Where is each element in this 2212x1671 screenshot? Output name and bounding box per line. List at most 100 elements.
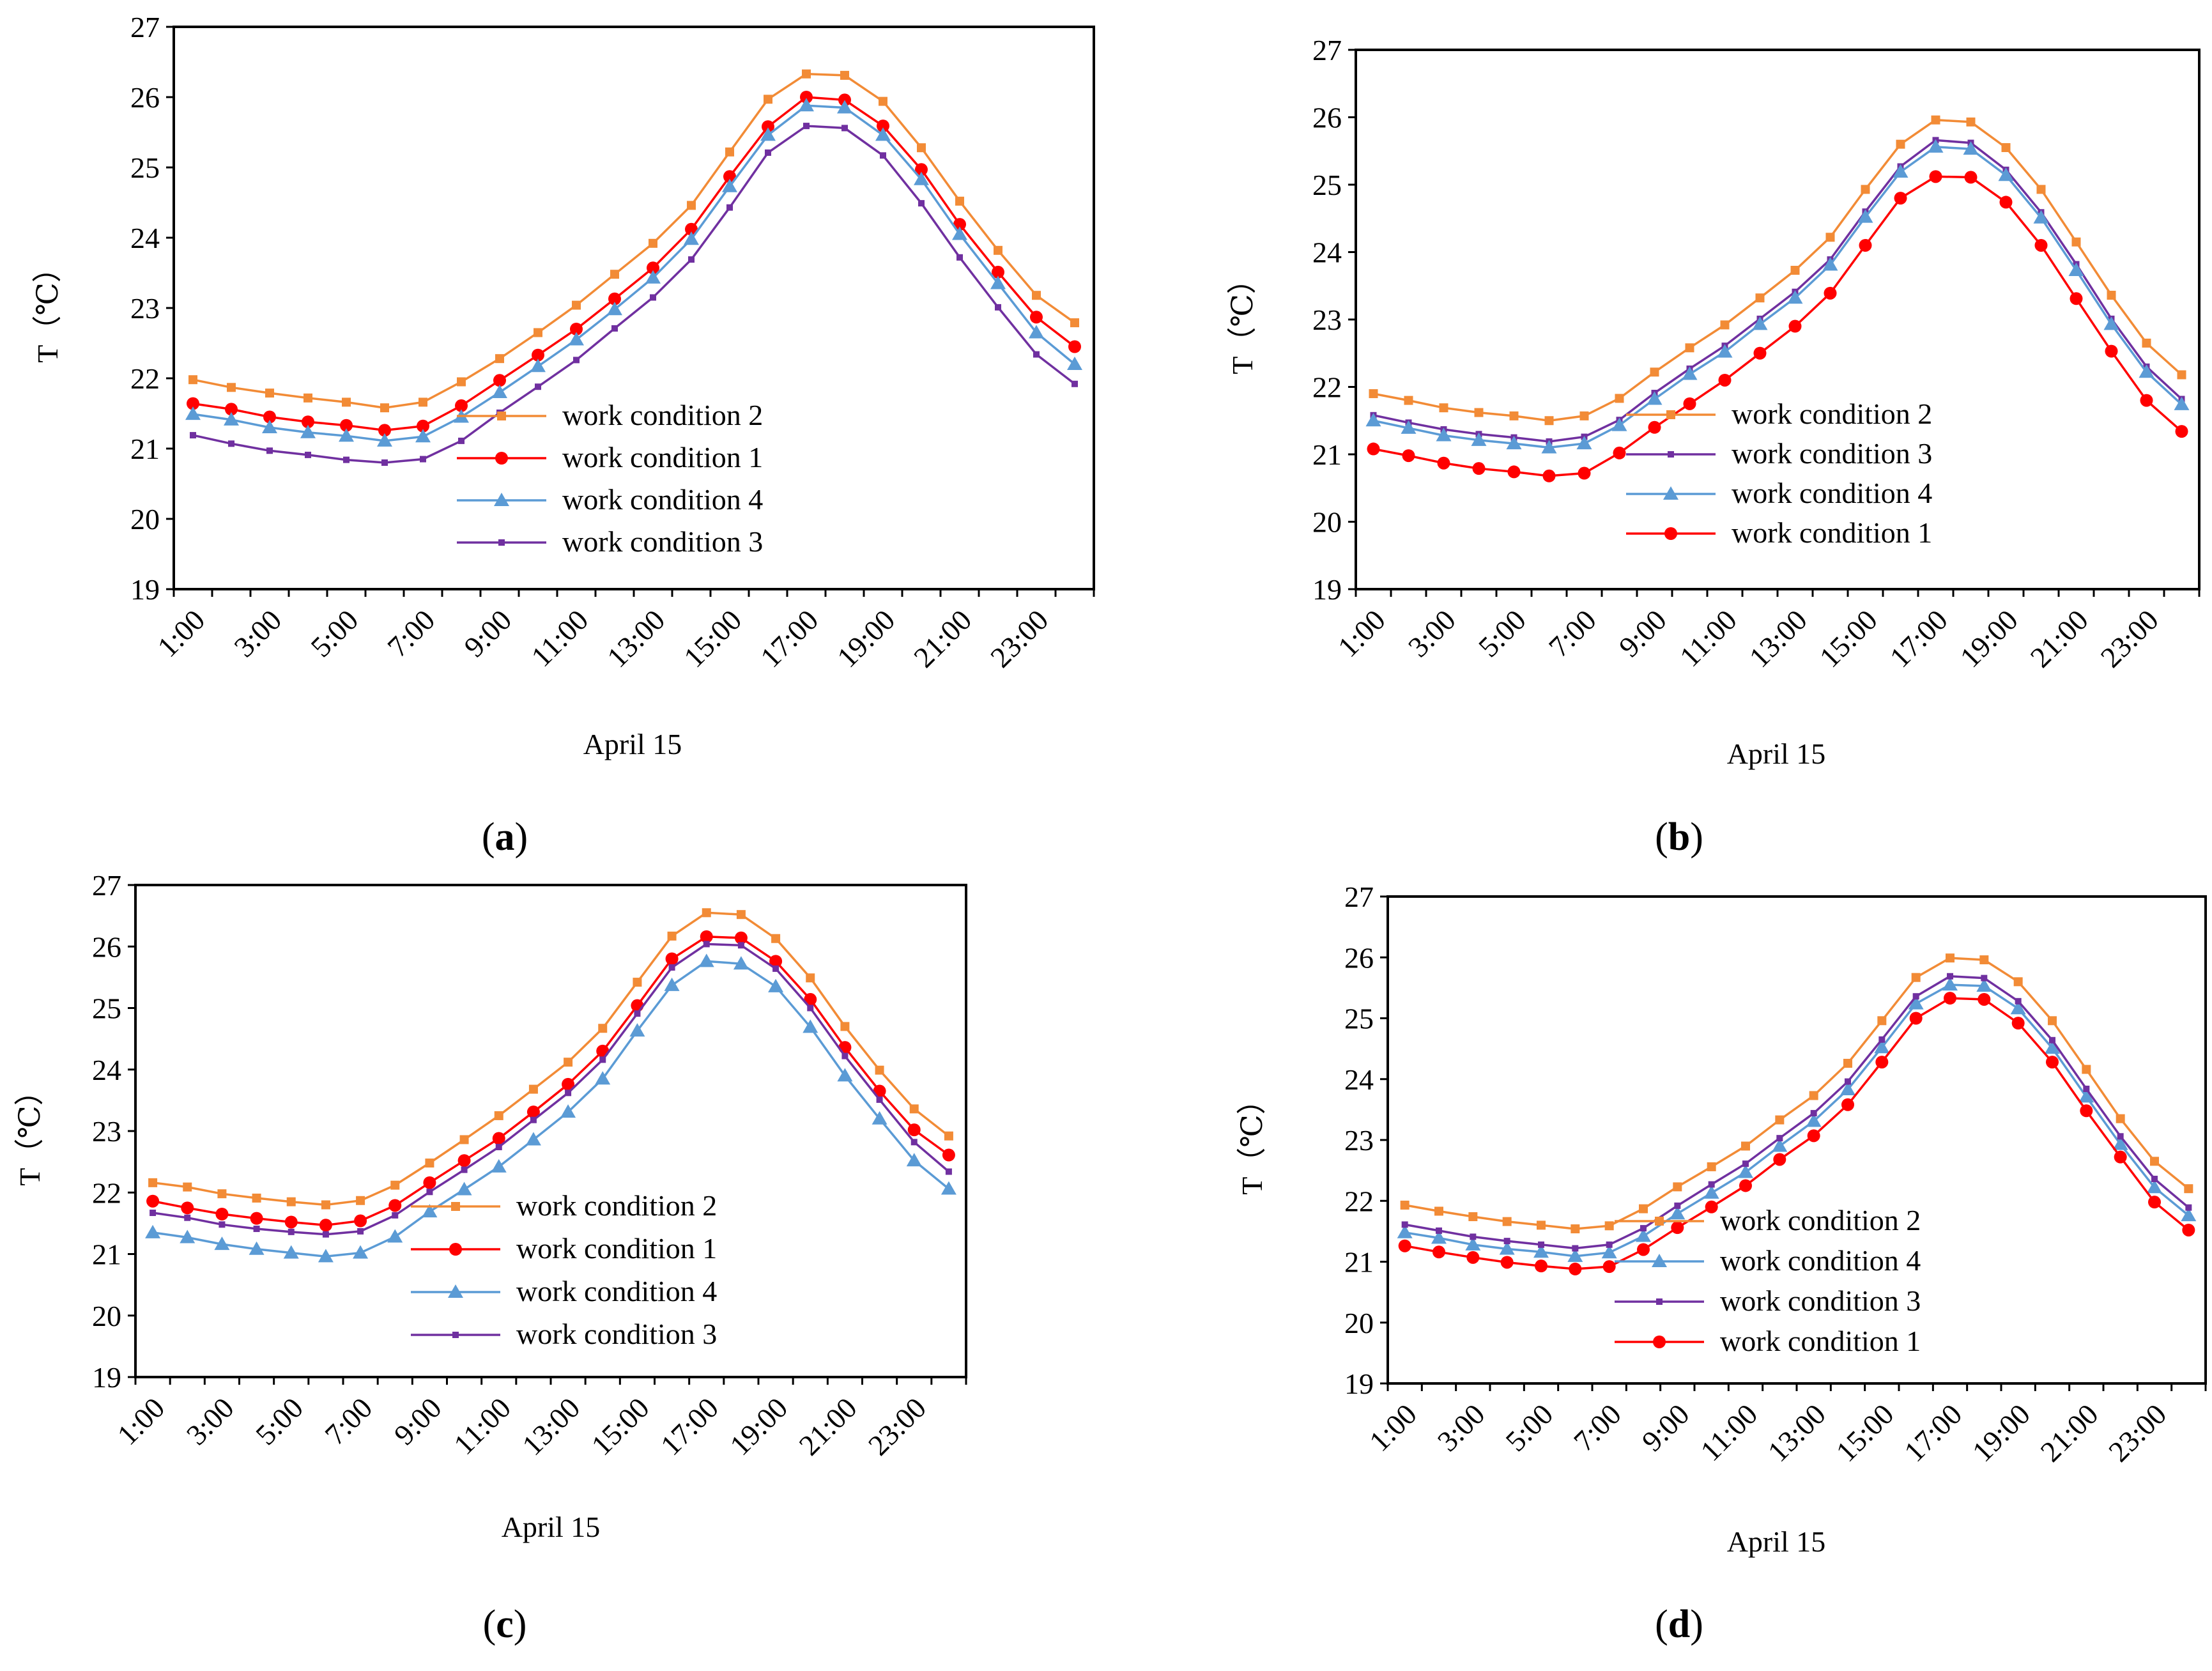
legend-label: work condition 3 (516, 1318, 717, 1350)
data-point (1067, 357, 1082, 370)
data-point (1877, 1016, 1887, 1026)
data-point (459, 1135, 469, 1144)
y-axis-label: T（℃） (1236, 1085, 1268, 1195)
data-point (494, 1111, 503, 1120)
data-point (1705, 1200, 1718, 1213)
legend-marker (495, 452, 508, 465)
data-point (2175, 425, 2188, 438)
data-point (915, 163, 928, 176)
y-tick-label: 22 (130, 362, 160, 395)
series-line (192, 125, 1076, 464)
data-point (2046, 1056, 2059, 1069)
data-point (1572, 1245, 1579, 1252)
data-point (611, 325, 618, 332)
data-point (1685, 343, 1694, 353)
data-point (803, 1019, 818, 1033)
y-axis-label: T（℃） (31, 253, 64, 363)
data-point (1466, 1251, 1480, 1264)
y-tick-label: 22 (1312, 371, 1342, 404)
data-point (388, 1199, 402, 1212)
y-tick-label: 21 (1312, 438, 1342, 471)
data-point (1840, 1081, 1855, 1095)
data-point (1822, 257, 1838, 271)
caption-letter: d (1668, 1603, 1690, 1646)
data-point (1843, 1058, 1852, 1068)
data-point (253, 1226, 260, 1233)
data-point (1788, 320, 1802, 333)
data-point (685, 222, 698, 236)
data-point (1650, 367, 1659, 377)
y-tick-label: 19 (130, 573, 160, 606)
data-point (2070, 292, 2083, 305)
data-point (1878, 1036, 1886, 1043)
data-point (1931, 115, 1940, 125)
data-point (1775, 1115, 1785, 1125)
data-point (875, 127, 891, 141)
caption-letter: b (1668, 815, 1690, 859)
legend-label: work condition 2 (516, 1189, 717, 1222)
data-point (569, 332, 584, 346)
data-point (214, 1236, 230, 1251)
data-point (1946, 953, 1955, 963)
data-point (340, 419, 353, 432)
y-tick-label: 19 (1344, 1367, 1374, 1400)
data-point (702, 908, 711, 918)
data-point (1683, 397, 1696, 410)
data-point (1944, 992, 1956, 1005)
data-point (840, 1022, 850, 1031)
y-tick-label: 25 (130, 151, 160, 184)
data-point (1739, 1179, 1752, 1192)
data-point (909, 1104, 919, 1114)
data-point (684, 231, 699, 245)
data-point (228, 440, 234, 447)
data-point (799, 98, 814, 112)
data-point (803, 123, 810, 130)
data-point (2185, 1204, 2192, 1211)
caption-close-paren: ) (515, 815, 528, 859)
data-point (1976, 978, 1992, 992)
data-point (610, 270, 619, 279)
data-point (1535, 1259, 1548, 1273)
data-point (1637, 1243, 1650, 1256)
data-point (879, 96, 887, 106)
data-point (1432, 1245, 1445, 1259)
legend-marker (451, 1202, 460, 1211)
legend-marker (497, 412, 506, 420)
data-point (1509, 411, 1519, 420)
data-point (1841, 1098, 1854, 1111)
data-point (1541, 440, 1557, 454)
legend-label: work condition 2 (562, 399, 763, 431)
data-point (535, 383, 541, 390)
series-line (1404, 957, 2190, 1230)
y-axis-label: T（℃） (13, 1076, 46, 1186)
data-point (1033, 351, 1040, 358)
data-point (322, 1231, 329, 1238)
data-point (2140, 394, 2153, 407)
legend-marker (1663, 486, 1678, 500)
data-point (284, 1215, 298, 1229)
y-tick-label: 24 (130, 222, 160, 254)
data-point (2182, 1223, 2195, 1236)
y-tick-label: 20 (130, 503, 160, 535)
series-line (152, 943, 950, 1236)
data-point (1032, 291, 1041, 300)
data-point (1640, 1225, 1647, 1232)
data-point (1824, 286, 1837, 300)
data-point (1502, 1217, 1512, 1226)
data-point (634, 1010, 641, 1017)
data-point (1602, 1260, 1616, 1274)
data-point (838, 1041, 852, 1054)
data-point (907, 1123, 921, 1137)
data-point (631, 999, 644, 1012)
y-tick-label: 25 (1344, 1003, 1374, 1035)
data-point (1401, 420, 1417, 434)
series-line (152, 960, 950, 1258)
data-point (650, 294, 656, 301)
data-point (250, 1212, 263, 1225)
data-point (2116, 1114, 2125, 1123)
data-point (914, 171, 929, 185)
data-point (491, 1159, 507, 1173)
series-work-condition-1 (146, 930, 955, 1232)
data-point (1615, 394, 1624, 403)
data-point (495, 1144, 502, 1151)
